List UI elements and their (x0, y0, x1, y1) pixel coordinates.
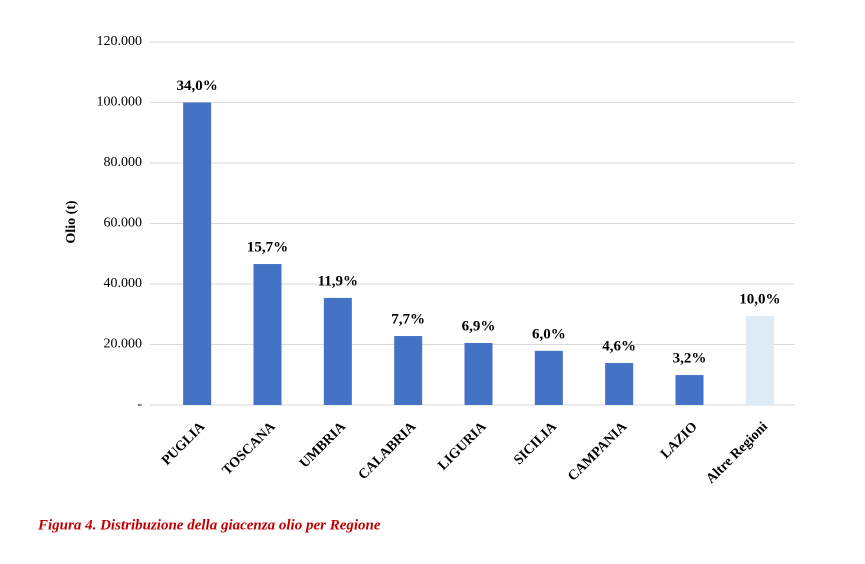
y-tick-label: 120.000 (97, 34, 143, 49)
bar (323, 297, 352, 405)
x-tick-label: LIGURIA (436, 419, 491, 474)
x-tick-label: UMBRIA (297, 419, 349, 471)
x-tick-label: TOSCANA (220, 419, 279, 478)
data-label: 34,0% (177, 78, 218, 94)
data-label: 6,9% (462, 318, 496, 334)
x-tick-label: CAMPANIA (565, 419, 630, 484)
y-tick-label: 100.000 (97, 95, 143, 110)
x-tick-label: PUGLIA (159, 419, 209, 469)
bar (394, 336, 423, 405)
bar (464, 342, 493, 405)
y-tick-label: 20.000 (104, 337, 143, 352)
y-axis-label: Olio (t) (64, 200, 79, 243)
data-label: 10,0% (739, 292, 780, 308)
bar (675, 375, 704, 405)
y-tick-label: 60.000 (104, 216, 143, 231)
bar (605, 362, 634, 405)
bar (183, 102, 212, 405)
x-tick-label: LAZIO (658, 419, 701, 462)
data-label: 7,7% (391, 311, 425, 327)
x-tick-label: SICILIA (511, 419, 560, 468)
x-tick-label: CALABRIA (356, 419, 420, 483)
y-tick-label: 40.000 (104, 276, 143, 291)
data-label: 3,2% (673, 350, 707, 366)
y-tick-label: 80.000 (104, 155, 143, 170)
data-label: 11,9% (318, 273, 358, 289)
bar (253, 264, 282, 405)
bar (745, 316, 774, 405)
y-tick-label: - (137, 397, 142, 412)
data-label: 4,6% (602, 338, 636, 354)
bar (534, 350, 563, 405)
data-label: 6,0% (532, 326, 566, 342)
caption: Figura 4. Distribuzione della giacenza o… (37, 517, 381, 533)
x-tick-label: Altre Regioni (704, 419, 771, 486)
data-label: 15,7% (247, 239, 288, 255)
